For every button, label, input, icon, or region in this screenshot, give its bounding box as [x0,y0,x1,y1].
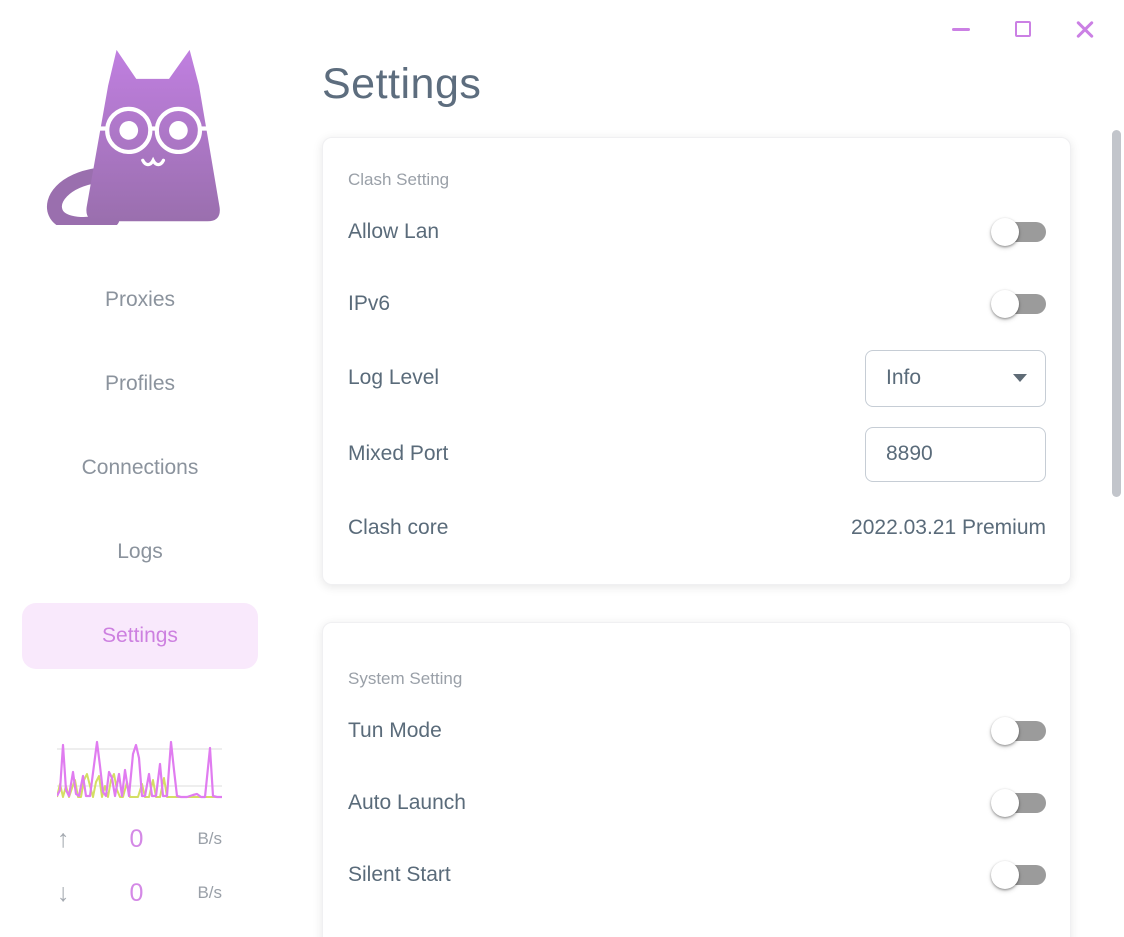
minimize-icon [952,27,970,31]
sidebar-nav: Proxies Profiles Connections Logs Settin… [22,267,258,687]
log-level-selected-value: Info [886,366,922,389]
cat-eye-right [169,121,188,140]
row-label: Mixed Port [348,442,449,465]
clash-core-version: 2022.03.21 Premium [851,516,1046,539]
scrollbar-thumb[interactable] [1112,130,1121,497]
setting-row-clash-core: Clash core 2022.03.21 Premium [348,492,1046,564]
window-controls [950,16,1096,42]
silent-start-toggle[interactable] [991,861,1046,889]
allow-lan-toggle[interactable] [991,218,1046,246]
tun-mode-toggle[interactable] [991,717,1046,745]
sidebar-item-profiles[interactable]: Profiles [104,372,176,395]
ipv6-toggle[interactable] [991,290,1046,318]
upload-speed-value: 0 [129,824,144,853]
cat-body [86,49,220,222]
row-label: IPv6 [348,292,391,315]
toggle-thumb [991,861,1019,889]
arrow-up-icon: ↑ [57,824,70,853]
close-button[interactable] [1074,16,1096,42]
cat-logo [47,49,220,225]
cat-tail [47,167,120,225]
row-label: Auto Launch [348,791,466,814]
setting-row-mixed-port: Mixed Port [348,416,1046,492]
auto-launch-toggle[interactable] [991,789,1046,817]
maximize-icon [1015,21,1031,37]
traffic-panel: ↑ 0 B/s ↓ 0 B/s [57,738,222,908]
chevron-down-icon [1013,374,1027,382]
clash-setting-card: Clash Setting Allow Lan IPv6 Log Level [322,137,1071,585]
sidebar-item-proxies[interactable]: Proxies [104,288,176,311]
setting-row-tun-mode: Tun Mode [348,695,1046,767]
cat-glasses [95,106,214,155]
traffic-graph [57,740,222,799]
upload-speed-unit: B/s [197,829,222,848]
upload-series-line [57,740,222,799]
mixed-port-input[interactable] [865,426,1046,482]
toggle-thumb [991,717,1019,745]
sidebar-item-settings[interactable]: Settings [22,603,258,669]
toggle-thumb [991,789,1019,817]
row-label: Clash core [348,516,449,539]
toggle-thumb [991,218,1019,246]
row-label: Allow Lan [348,220,440,243]
main-content: Settings Clash Setting Allow Lan IPv6 Lo… [322,0,1071,937]
maximize-button[interactable] [1012,16,1034,42]
card-header: Clash Setting [348,170,450,189]
download-speed-value: 0 [129,878,144,907]
setting-row-silent-start: Silent Start [348,839,1046,911]
row-label: Silent Start [348,863,451,886]
download-row: ↓ 0 B/s [57,878,222,908]
sidebar: Proxies Profiles Connections Logs Settin… [0,0,280,937]
cat-mouth [141,156,166,167]
setting-row-auto-launch: Auto Launch [348,767,1046,839]
setting-row-allow-lan: Allow Lan [348,196,1046,268]
card-header: System Setting [348,669,463,688]
minimize-button[interactable] [950,16,972,42]
sidebar-item-connections[interactable]: Connections [81,456,199,479]
setting-row-ipv6: IPv6 [348,268,1046,340]
close-icon [1076,20,1094,38]
cat-eye-left [119,121,139,140]
log-level-select[interactable]: Info [865,349,1046,407]
system-setting-card: System Setting Tun Mode Auto Launch Sile… [322,622,1071,937]
sidebar-item-logs[interactable]: Logs [117,540,163,563]
upload-row: ↑ 0 B/s [57,824,222,854]
arrow-down-icon: ↓ [57,878,70,907]
setting-row-log-level: Log Level Info [348,340,1046,416]
row-label: Log Level [348,366,440,389]
page-title: Settings [322,60,482,108]
row-label: Tun Mode [348,719,442,742]
download-speed-unit: B/s [197,883,222,902]
toggle-thumb [991,290,1019,318]
